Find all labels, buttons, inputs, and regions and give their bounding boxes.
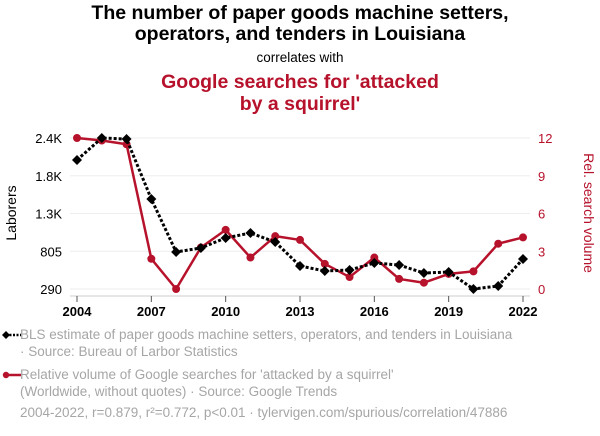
series-bls-laborers — [72, 133, 528, 294]
subtitle-line-1: Google searches for 'attacked — [161, 71, 439, 93]
y-left-tick-label: 1.8K — [35, 169, 62, 184]
series-google-point — [370, 253, 379, 262]
subtitle-line-2: by a squirrel' — [239, 93, 361, 115]
legend-item-google: Relative volume of Google searches for '… — [2, 366, 394, 400]
legend-bls-line-2: · Source: Bureau of Larbor Statistics — [20, 344, 238, 359]
y-axis-left-label: Laborers — [3, 185, 19, 240]
legend-google-line-1: Relative volume of Google searches for '… — [20, 367, 394, 382]
gridlines — [70, 137, 530, 290]
x-tick-label: 2010 — [211, 304, 240, 319]
x-tick-label: 2016 — [360, 304, 389, 319]
series-bls-point — [369, 257, 380, 268]
series-bls-point — [220, 232, 231, 243]
legend-google-line-2: (Worldwide, without quotes) · Source: Go… — [20, 384, 338, 399]
series-google-point — [271, 232, 280, 241]
x-tick-label: 2022 — [509, 304, 538, 319]
series-google-point — [395, 274, 404, 283]
legend-item-bls: BLS estimate of paper goods machine sett… — [2, 326, 513, 360]
series-google-point — [221, 225, 230, 234]
series-bls-point — [319, 265, 330, 276]
series-bls-point — [96, 133, 107, 143]
chart-svg: 290 805 1.3K 1.8K 2.4K 0 3 6 9 12 2004 2007 2010 2013… — [3, 131, 597, 319]
x-tick-label: 2013 — [286, 304, 315, 319]
series-bls-point — [146, 193, 157, 204]
series-bls-point — [195, 242, 206, 253]
series-google-point — [494, 239, 503, 248]
series-google-point — [73, 134, 81, 142]
axes: 290 805 1.3K 1.8K 2.4K 0 3 6 9 12 2004 2007 2010 2013… — [35, 131, 552, 319]
y-right-tick-label: 3 — [538, 244, 545, 259]
legend-symbol-solid-circle-icon — [2, 371, 21, 379]
y-left-tick-label: 1.3K — [35, 207, 62, 222]
x-tick-label: 2004 — [63, 304, 93, 319]
x-tick-label: 2007 — [137, 304, 166, 319]
y-right-tick-label: 0 — [538, 282, 545, 297]
series-bls-point — [121, 134, 132, 145]
series-google-point — [172, 285, 181, 293]
chart-title: The number of paper goods machine setter… — [0, 3, 600, 45]
y-axis-right-label: Rel. search volume — [581, 153, 597, 273]
series-bls-point — [493, 280, 504, 291]
series-bls-point — [295, 260, 305, 271]
series-bls-point — [344, 265, 355, 276]
series-bls-point — [245, 227, 256, 238]
series-google-point — [345, 273, 354, 282]
series-google-point — [296, 235, 304, 244]
series-bls-point — [518, 254, 528, 265]
chart-subtitle: Google searches for 'attacked by a squir… — [0, 71, 600, 115]
series-bls-point — [171, 246, 182, 257]
y-right-tick-label: 12 — [538, 131, 552, 146]
y-left-tick-label: 290 — [40, 282, 62, 297]
legend-bls-line-1: BLS estimate of paper goods machine sett… — [20, 327, 513, 342]
x-tick-label: 2019 — [434, 304, 463, 319]
series-bls-point — [394, 260, 405, 271]
series-google-point — [320, 259, 329, 268]
series-google-point — [419, 278, 428, 287]
footer-stats: 2004-2022, r=0.879, r²=0.772, p<0.01 · t… — [20, 405, 508, 420]
correlates-with-label: correlates with — [256, 50, 344, 65]
y-right-tick-label: 9 — [538, 169, 545, 184]
series-bls-point — [468, 284, 479, 294]
series-bls-point — [418, 268, 429, 279]
title-line-2: operators, and tenders in Louisiana — [134, 23, 466, 45]
series-bls-point — [443, 266, 454, 277]
series-google-point — [147, 254, 156, 263]
y-left-tick-label: 2.4K — [35, 131, 62, 146]
y-left-tick-label: 805 — [40, 244, 62, 259]
series-google-point — [519, 233, 527, 242]
series-bls-point — [72, 154, 82, 165]
legend-symbol-dotted-diamond-icon — [2, 331, 21, 339]
series-google-point — [246, 253, 255, 262]
y-right-tick-label: 6 — [538, 207, 545, 222]
title-line-1: The number of paper goods machine setter… — [91, 2, 509, 24]
series-bls-point — [270, 237, 281, 248]
series-google-point — [469, 267, 478, 276]
